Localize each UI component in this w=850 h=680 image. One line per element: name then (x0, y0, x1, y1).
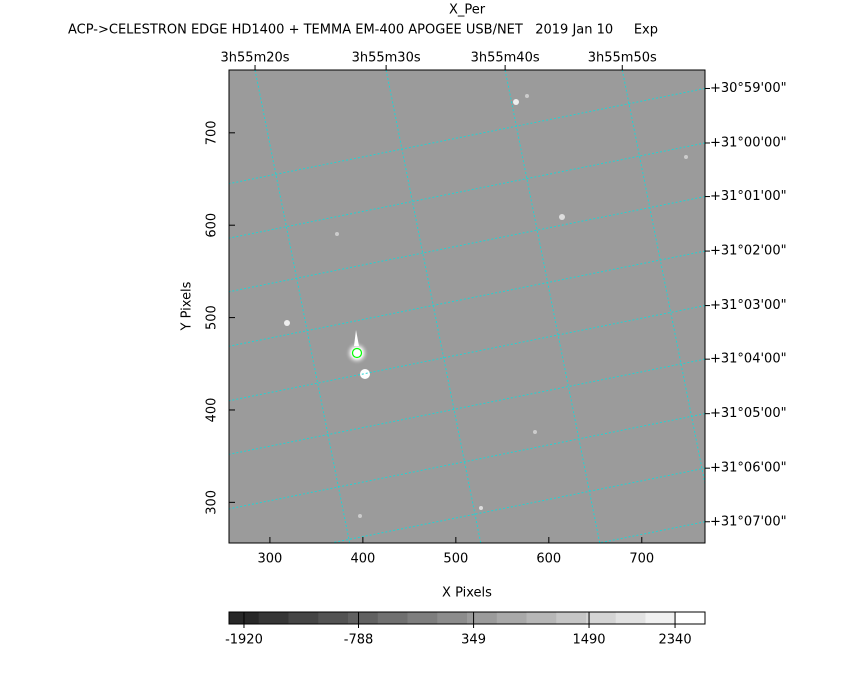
ra-grid-line (254, 70, 351, 543)
colorbar-swatch (615, 612, 646, 624)
ra-grid-line (504, 70, 601, 543)
stars (284, 94, 688, 518)
plot-frame (228, 69, 706, 544)
colorbar-swatch (258, 612, 289, 624)
colorbar-swatch (437, 612, 468, 624)
title: X_Per (449, 3, 486, 18)
ra-tick-label: 3h55m40s (471, 51, 540, 66)
colorbar-tick-label: -1920 (225, 633, 263, 648)
colorbar-swatch (407, 612, 438, 624)
y-axis-label: Y Pixels (180, 281, 195, 331)
colorbar-swatch (377, 612, 408, 624)
colorbar-tick-label: 1490 (572, 633, 605, 648)
x-axis-label: X Pixels (442, 586, 492, 601)
dec-tick-label: +31°07'00" (710, 514, 787, 529)
colorbar-swatch (556, 612, 587, 624)
ra-tick-label: 3h55m30s (352, 51, 421, 66)
x-tick-label: 500 (443, 552, 468, 567)
colorbar-frame (228, 611, 706, 625)
y-tick-label: 300 (205, 490, 220, 515)
y-tick-label: 500 (205, 305, 220, 330)
dec-tick-label: +31°04'00" (710, 352, 787, 367)
x-tick-label: 700 (629, 552, 654, 567)
colorbar-swatch (645, 612, 676, 624)
colorbar-tick-label: 2340 (659, 633, 692, 648)
colorbar-tick-label: -788 (344, 633, 374, 648)
ra-tick-label: 3h55m50s (588, 51, 657, 66)
x-tick-label: 300 (257, 552, 282, 567)
colorbar-swatch (348, 612, 379, 624)
dec-tick-label: +31°02'00" (710, 244, 787, 259)
dec-tick-label: +31°00'00" (710, 135, 787, 150)
y-tick-label: 400 (205, 398, 220, 423)
dec-tick-label: +31°03'00" (710, 298, 787, 313)
dec-tick-label: +31°06'00" (710, 461, 787, 476)
dec-grid-line (229, 413, 705, 510)
colorbar-swatch (318, 612, 349, 624)
target-marker (351, 347, 363, 359)
dec-grid-line (229, 305, 705, 402)
image (229, 70, 705, 543)
colorbar-swatch (288, 612, 319, 624)
x-tick-label: 400 (350, 552, 375, 567)
dec-grid-line (229, 358, 705, 455)
dec-grid-line (229, 87, 705, 185)
dec-tick-label: +30°59'00" (710, 81, 787, 96)
dec-grid-line (229, 250, 705, 347)
dec-grid-line (328, 467, 705, 543)
colorbar-swatch (586, 612, 617, 624)
x-tick-label: 600 (536, 552, 561, 567)
dec-grid-line (229, 142, 705, 239)
colorbar-swatch (526, 612, 557, 624)
y-tick-label: 600 (205, 213, 220, 238)
subtitle: ACP->CELESTRON EDGE HD1400 + TEMMA EM-40… (68, 23, 658, 38)
colorbar-swatch (496, 612, 527, 624)
dec-grid-line (229, 196, 705, 293)
ra-tick-label: 3h55m20s (221, 51, 290, 66)
colorbar-tick-label: 349 (461, 633, 486, 648)
colorbar-swatch (467, 612, 498, 624)
dec-tick-label: +31°01'00" (710, 189, 787, 204)
dec-tick-label: +31°05'00" (710, 406, 787, 421)
y-tick-label: 700 (205, 120, 220, 145)
dec-grid-line (596, 521, 705, 543)
ra-grid-line (621, 70, 705, 487)
colorbar-swatch (675, 612, 706, 624)
